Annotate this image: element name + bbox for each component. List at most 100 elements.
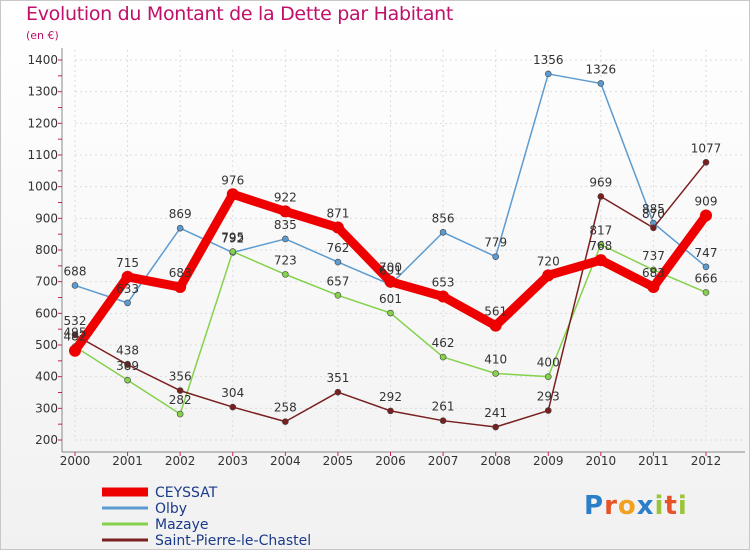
y-tick-label: 1000 [27, 180, 58, 194]
data-point [492, 253, 499, 260]
legend-label: CEYSSAT [155, 485, 218, 501]
data-label: 389 [116, 359, 139, 373]
data-point [334, 258, 342, 266]
proxiti-logo: Proxiti [584, 491, 688, 521]
data-point [226, 188, 239, 201]
data-label: 835 [274, 218, 297, 232]
x-tick-label: 2001 [112, 454, 143, 468]
data-point [544, 373, 552, 380]
legend-label: Saint-Pierre-le-Chastel [155, 533, 311, 549]
data-label: 723 [274, 253, 297, 267]
data-label: 532 [64, 314, 87, 328]
x-tick-label: 2007 [428, 454, 459, 468]
chart-subtitle: (en €) [26, 29, 59, 42]
logo-letter: x [636, 491, 655, 521]
data-point [650, 224, 657, 232]
data-label: 261 [432, 400, 455, 414]
data-point [597, 80, 605, 87]
data-label: 747 [695, 246, 718, 260]
x-tick-label: 2005 [323, 454, 354, 468]
y-tick-label: 400 [35, 370, 58, 384]
y-tick-label: 1100 [27, 148, 58, 162]
data-point [594, 254, 607, 267]
logo-letter: i [677, 491, 688, 521]
data-label: 351 [326, 371, 349, 385]
y-tick-label: 1200 [27, 116, 58, 130]
data-point [229, 248, 237, 255]
data-label: 737 [642, 249, 665, 263]
data-label: 601 [379, 292, 402, 306]
data-point [124, 299, 131, 307]
data-label: 856 [432, 211, 455, 225]
data-label: 653 [432, 276, 455, 290]
data-label: 720 [537, 254, 560, 268]
data-point [282, 418, 289, 425]
data-label: 817 [589, 224, 612, 238]
data-point [544, 70, 552, 78]
data-point [439, 353, 447, 361]
data-label: 304 [221, 386, 244, 400]
data-label: 869 [169, 207, 192, 221]
data-point [702, 158, 710, 166]
x-tick-label: 2000 [60, 454, 91, 468]
logo-letter: r [604, 491, 618, 521]
x-tick-label: 2010 [586, 454, 617, 468]
data-point [597, 241, 605, 248]
data-point [334, 291, 342, 299]
data-point [439, 417, 447, 424]
data-label: 258 [274, 401, 297, 415]
data-point [279, 205, 292, 218]
x-tick-label: 2004 [270, 454, 301, 468]
data-point [544, 407, 552, 414]
data-label: 683 [642, 266, 665, 280]
logo-letter: o [617, 491, 637, 521]
data-label: 700 [379, 261, 402, 275]
data-point [492, 370, 499, 377]
data-label: 1077 [691, 141, 722, 155]
data-point [542, 269, 555, 282]
data-point [492, 423, 499, 431]
data-label: 922 [274, 190, 297, 204]
data-label: 462 [432, 336, 455, 350]
data-label: 657 [326, 274, 349, 288]
data-label: 1356 [533, 53, 564, 67]
data-label: 438 [116, 344, 139, 358]
logo-letter: i [654, 491, 665, 521]
data-point [124, 361, 131, 368]
data-label: 356 [169, 370, 192, 384]
y-tick-label: 700 [35, 275, 58, 289]
data-label: 885 [642, 202, 665, 216]
data-point [124, 376, 131, 384]
data-label: 495 [64, 326, 87, 340]
data-point [439, 228, 447, 236]
data-label: 909 [695, 194, 718, 208]
y-tick-label: 800 [35, 243, 58, 257]
y-tick-label: 1400 [27, 53, 58, 67]
data-label: 688 [64, 264, 87, 278]
data-label: 976 [221, 173, 244, 187]
data-label: 683 [169, 266, 192, 280]
data-point [282, 235, 289, 243]
x-tick-label: 2002 [165, 454, 196, 468]
x-tick-label: 2012 [691, 454, 722, 468]
data-label: 561 [484, 305, 507, 319]
data-point [702, 289, 710, 296]
data-point [647, 281, 660, 294]
data-point [282, 271, 289, 278]
data-label: 779 [484, 236, 507, 250]
data-point [176, 410, 184, 418]
data-point [229, 403, 237, 411]
data-point [71, 331, 79, 339]
data-label: 871 [326, 207, 349, 221]
data-label: 282 [169, 393, 192, 407]
data-label: 241 [484, 406, 507, 420]
data-label: 969 [589, 175, 612, 189]
data-point [69, 344, 81, 357]
data-label: 715 [116, 256, 139, 270]
logo-letter: P [584, 491, 605, 521]
data-point [331, 221, 344, 234]
y-tick-label: 300 [35, 401, 58, 415]
x-tick-label: 2006 [375, 454, 406, 468]
data-label: 691 [379, 264, 402, 278]
